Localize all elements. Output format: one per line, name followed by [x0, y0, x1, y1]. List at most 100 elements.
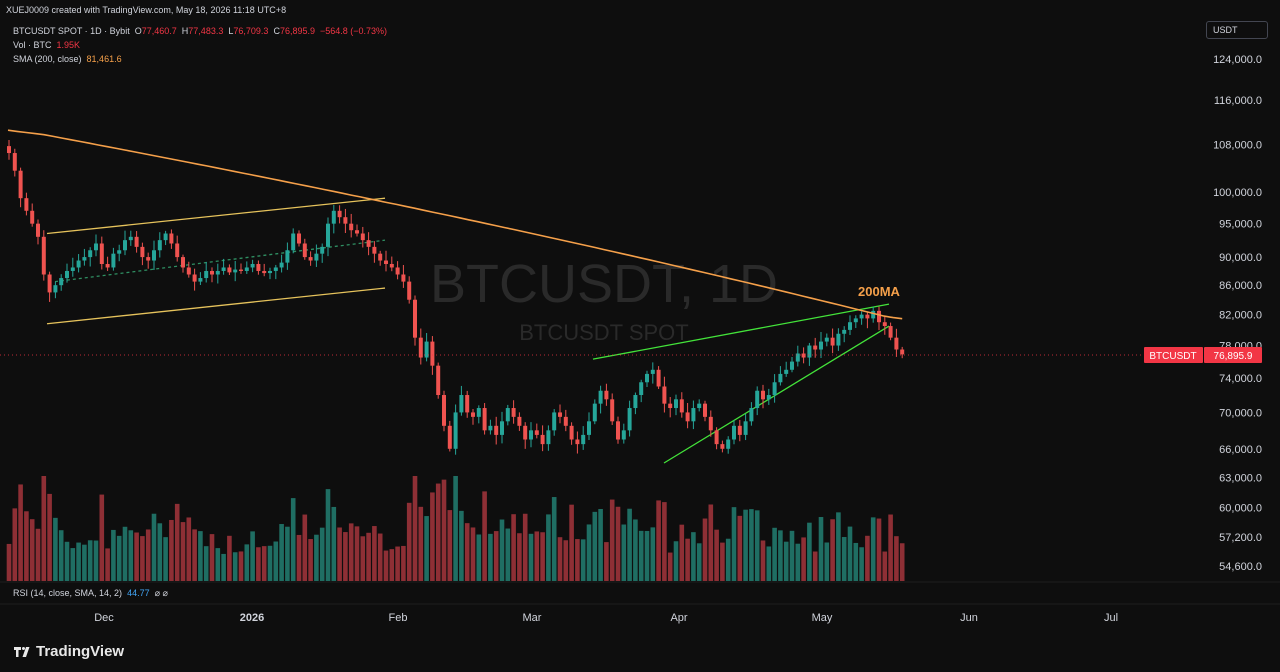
volume-bar: [499, 519, 505, 581]
volume-bar: [157, 523, 163, 581]
candle: [302, 238, 307, 260]
candle: [389, 256, 394, 272]
candle: [616, 416, 620, 444]
time-axis[interactable]: Dec 2026 Feb Mar Apr May Jun Jul: [94, 612, 1118, 624]
volume-bar: [343, 532, 348, 581]
candle: [749, 402, 754, 426]
candlesticks: [7, 140, 905, 455]
candle: [314, 244, 319, 267]
volume-bar: [267, 545, 273, 581]
volume-bar: [482, 491, 487, 581]
volume-bar: [493, 531, 499, 581]
candle: [645, 370, 649, 388]
candle: [413, 295, 417, 346]
rsi-label-text: RSI (14, close, SMA, 14, 2): [13, 588, 123, 598]
volume-bar: [93, 540, 99, 581]
legend-ohlc-row[interactable]: BTCUSDT SPOT · 1D · Bybit O77,460.7 H77,…: [13, 24, 387, 38]
candle: [482, 403, 487, 435]
volume-bar: [743, 509, 748, 581]
candle: [488, 419, 493, 435]
candle: [169, 229, 174, 249]
rsi-value: 44.77: [127, 588, 150, 598]
volume-bar: [459, 510, 464, 581]
rsi-legend[interactable]: RSI (14, close, SMA, 14, 2) 44.77 ⌀ ⌀: [13, 588, 168, 599]
candle: [430, 336, 435, 375]
price-axis[interactable]: 124,000.0 116,000.0 108,000.0 100,000.0 95,0…: [1213, 54, 1262, 573]
time-axis-label: Jun: [960, 612, 978, 624]
currency-selector-button[interactable]: USDT: [1206, 21, 1268, 39]
volume-bar: [702, 518, 708, 581]
candle: [732, 420, 736, 445]
candle: [824, 333, 829, 347]
legend-sma-row[interactable]: SMA (200, close) 81,461.6: [13, 52, 387, 66]
volume-bar: [662, 502, 667, 581]
candle: [47, 271, 52, 302]
candle: [239, 263, 243, 274]
volume-bar: [807, 522, 812, 581]
volume-bar: [145, 529, 151, 581]
volume-bar: [6, 543, 12, 581]
candle: [384, 250, 388, 272]
candle: [262, 263, 267, 277]
candle: [598, 385, 603, 414]
candle: [349, 213, 354, 238]
price-axis-label: 66,000.0: [1219, 444, 1262, 456]
tradingview-logo[interactable]: TradingView: [14, 642, 124, 660]
channel-lower-line[interactable]: [46, 287, 386, 325]
candle: [882, 316, 887, 335]
candle: [755, 386, 760, 416]
candle: [650, 362, 655, 384]
channel-mid-line[interactable]: [54, 239, 386, 283]
candle: [697, 399, 702, 412]
candle: [836, 328, 841, 351]
candle: [82, 248, 87, 266]
volume-bar: [447, 510, 453, 581]
sma-value: 81,461.6: [86, 54, 122, 64]
candle: [418, 328, 423, 365]
candle: [552, 409, 557, 436]
candle: [233, 260, 238, 282]
candle: [447, 420, 452, 452]
volume-bar: [99, 494, 105, 581]
volume-bar: [348, 523, 354, 581]
volume-bar: [418, 506, 424, 581]
candle: [610, 393, 615, 425]
candle: [511, 400, 516, 424]
candle: [117, 244, 122, 262]
candle: [772, 374, 777, 403]
volume-bar: [232, 552, 238, 581]
candle: [766, 388, 771, 405]
candle: [546, 425, 551, 451]
volume-bar: [424, 516, 429, 581]
legend-volume-row[interactable]: Vol · BTC 1.95K: [13, 38, 387, 52]
volume-bar: [899, 543, 905, 581]
volume-bar: [836, 512, 841, 581]
volume-bar: [395, 546, 400, 581]
volume-bar: [250, 531, 255, 581]
candle: [94, 234, 98, 257]
volume-bar: [337, 527, 342, 581]
candle: [853, 315, 858, 329]
candle: [436, 362, 441, 399]
candle: [505, 404, 510, 426]
volume-bar: [441, 479, 447, 581]
candle: [59, 274, 64, 291]
candle: [743, 413, 748, 441]
candle: [859, 311, 864, 325]
candle: [134, 231, 139, 253]
wedge-upper-line[interactable]: [592, 303, 890, 360]
volume-bar: [685, 538, 690, 581]
candle: [685, 402, 690, 429]
volume-bar: [238, 551, 244, 581]
volume-bar: [70, 548, 76, 581]
channel-upper-line[interactable]: [46, 197, 386, 235]
volume-bar: [308, 539, 313, 581]
price-tag: BTCUSDT 76,895.9: [1144, 347, 1262, 363]
candle: [99, 236, 104, 270]
candle: [320, 243, 325, 263]
volume-bar: [244, 544, 250, 581]
candle: [244, 261, 249, 274]
volume-bar: [203, 546, 209, 581]
volume-bar: [876, 518, 882, 581]
